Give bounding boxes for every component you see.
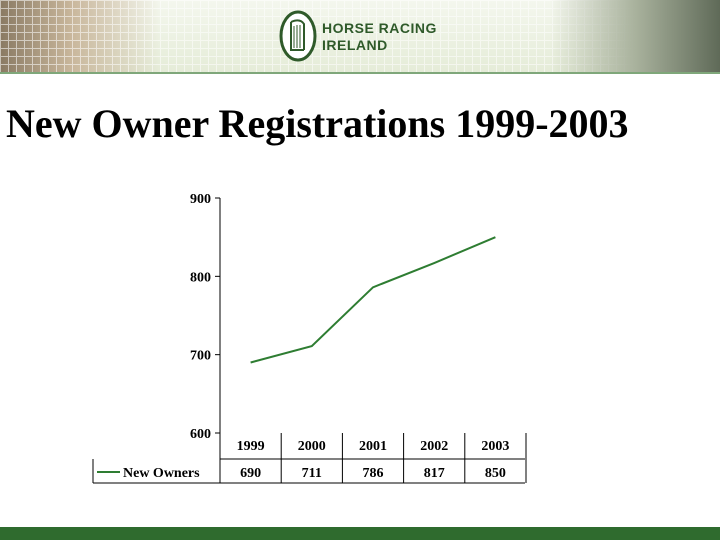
y-tick-label: 900 <box>190 192 211 207</box>
y-tick-label: 600 <box>190 427 211 442</box>
banner-divider <box>0 72 720 74</box>
header-banner: HORSE RACING IRELAND <box>0 0 720 72</box>
logo-line-1: HORSE RACING <box>322 20 437 36</box>
y-tick-label: 800 <box>190 270 211 285</box>
harp-icon <box>279 10 317 62</box>
series-line-new-owners <box>250 236 496 364</box>
y-tick-label: 700 <box>190 349 211 364</box>
slide-title: New Owner Registrations 1999-2003 <box>6 101 629 146</box>
table-value: 817 <box>424 466 445 481</box>
x-category-label: 2000 <box>298 439 326 454</box>
x-category-label: 2002 <box>420 439 448 454</box>
racehorses-photo <box>550 0 720 72</box>
table-value: 786 <box>363 466 384 481</box>
x-category-label: 1999 <box>237 439 265 454</box>
x-category-label: 2001 <box>359 439 387 454</box>
horse-racing-ireland-logo: HORSE RACING IRELAND <box>278 10 448 62</box>
footer-bar <box>0 527 720 540</box>
table-value: 850 <box>485 466 506 481</box>
x-category-label: 2003 <box>481 439 509 454</box>
table-value: 690 <box>240 466 261 481</box>
logo-line-2: IRELAND <box>322 37 388 53</box>
table-value: 711 <box>302 466 322 481</box>
legend-label: New Owners <box>123 466 200 481</box>
